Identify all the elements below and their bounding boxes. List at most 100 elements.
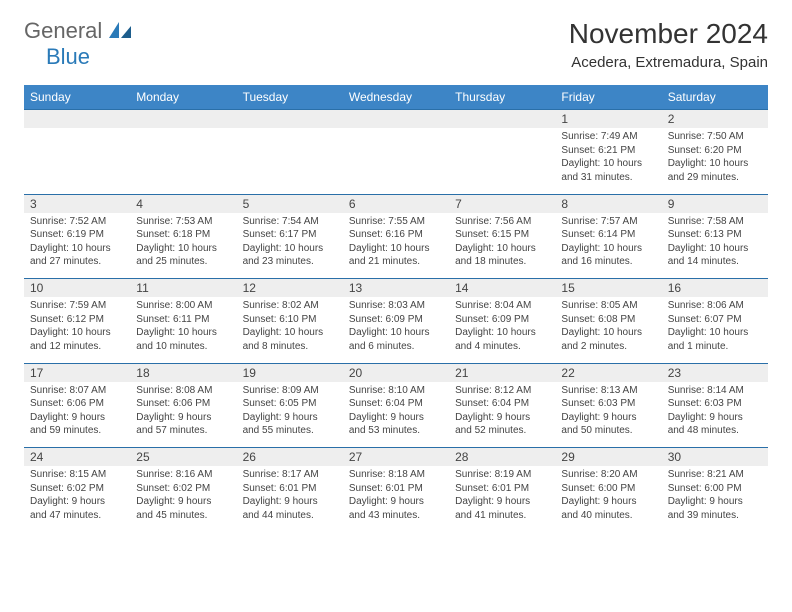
day-detail: Sunrise: 8:13 AM Sunset: 6:03 PM Dayligh… [555, 382, 661, 444]
day-detail: Sunrise: 7:55 AM Sunset: 6:16 PM Dayligh… [343, 213, 449, 275]
weekday-header-row: Sunday Monday Tuesday Wednesday Thursday… [24, 85, 768, 110]
day-number: 13 [343, 279, 449, 297]
day-number [130, 110, 236, 128]
day-detail [343, 128, 449, 182]
day-detail: Sunrise: 8:21 AM Sunset: 6:00 PM Dayligh… [662, 466, 768, 528]
day-detail: Sunrise: 7:52 AM Sunset: 6:19 PM Dayligh… [24, 213, 130, 275]
day-detail: Sunrise: 8:12 AM Sunset: 6:04 PM Dayligh… [449, 382, 555, 444]
day-detail: Sunrise: 8:05 AM Sunset: 6:08 PM Dayligh… [555, 297, 661, 359]
day-detail: Sunrise: 7:49 AM Sunset: 6:21 PM Dayligh… [555, 128, 661, 190]
day-number: 4 [130, 195, 236, 213]
calendar-day-cell: 24Sunrise: 8:15 AM Sunset: 6:02 PM Dayli… [24, 448, 130, 529]
calendar-day-cell: 7Sunrise: 7:56 AM Sunset: 6:15 PM Daylig… [449, 194, 555, 275]
day-number: 16 [662, 279, 768, 297]
day-number: 10 [24, 279, 130, 297]
calendar-day-cell: 14Sunrise: 8:04 AM Sunset: 6:09 PM Dayli… [449, 279, 555, 360]
day-number [343, 110, 449, 128]
day-detail: Sunrise: 7:58 AM Sunset: 6:13 PM Dayligh… [662, 213, 768, 275]
logo-text-wrap: General Blue [24, 18, 131, 70]
day-number [24, 110, 130, 128]
calendar-day-cell: 30Sunrise: 8:21 AM Sunset: 6:00 PM Dayli… [662, 448, 768, 529]
weekday-header: Wednesday [343, 85, 449, 110]
weekday-header: Tuesday [237, 85, 343, 110]
day-number: 30 [662, 448, 768, 466]
day-detail: Sunrise: 8:07 AM Sunset: 6:06 PM Dayligh… [24, 382, 130, 444]
day-detail: Sunrise: 8:14 AM Sunset: 6:03 PM Dayligh… [662, 382, 768, 444]
calendar-day-cell: 25Sunrise: 8:16 AM Sunset: 6:02 PM Dayli… [130, 448, 236, 529]
day-detail: Sunrise: 7:57 AM Sunset: 6:14 PM Dayligh… [555, 213, 661, 275]
day-number: 11 [130, 279, 236, 297]
day-detail: Sunrise: 7:53 AM Sunset: 6:18 PM Dayligh… [130, 213, 236, 275]
logo: General Blue [24, 18, 131, 70]
day-detail: Sunrise: 7:59 AM Sunset: 6:12 PM Dayligh… [24, 297, 130, 359]
calendar-day-cell: 22Sunrise: 8:13 AM Sunset: 6:03 PM Dayli… [555, 363, 661, 444]
day-number: 15 [555, 279, 661, 297]
calendar-day-cell: 13Sunrise: 8:03 AM Sunset: 6:09 PM Dayli… [343, 279, 449, 360]
calendar-day-cell: 6Sunrise: 7:55 AM Sunset: 6:16 PM Daylig… [343, 194, 449, 275]
day-detail: Sunrise: 8:16 AM Sunset: 6:02 PM Dayligh… [130, 466, 236, 528]
month-title: November 2024 [569, 18, 768, 50]
day-number: 24 [24, 448, 130, 466]
day-number: 27 [343, 448, 449, 466]
weekday-header: Friday [555, 85, 661, 110]
day-detail [24, 128, 130, 182]
day-number [449, 110, 555, 128]
calendar-day-cell: 16Sunrise: 8:06 AM Sunset: 6:07 PM Dayli… [662, 279, 768, 360]
location: Acedera, Extremadura, Spain [569, 54, 768, 71]
title-block: November 2024 Acedera, Extremadura, Spai… [569, 18, 768, 71]
calendar-day-cell: 23Sunrise: 8:14 AM Sunset: 6:03 PM Dayli… [662, 363, 768, 444]
day-detail: Sunrise: 8:20 AM Sunset: 6:00 PM Dayligh… [555, 466, 661, 528]
day-number: 14 [449, 279, 555, 297]
calendar-day-cell: 12Sunrise: 8:02 AM Sunset: 6:10 PM Dayli… [237, 279, 343, 360]
day-number [237, 110, 343, 128]
day-detail: Sunrise: 7:54 AM Sunset: 6:17 PM Dayligh… [237, 213, 343, 275]
day-detail: Sunrise: 7:50 AM Sunset: 6:20 PM Dayligh… [662, 128, 768, 190]
day-number: 8 [555, 195, 661, 213]
calendar-day-cell: 10Sunrise: 7:59 AM Sunset: 6:12 PM Dayli… [24, 279, 130, 360]
day-number: 12 [237, 279, 343, 297]
day-number: 22 [555, 364, 661, 382]
calendar-day-cell: 5Sunrise: 7:54 AM Sunset: 6:17 PM Daylig… [237, 194, 343, 275]
day-detail: Sunrise: 8:17 AM Sunset: 6:01 PM Dayligh… [237, 466, 343, 528]
calendar-day-cell [343, 110, 449, 191]
calendar-day-cell [130, 110, 236, 191]
day-detail: Sunrise: 8:15 AM Sunset: 6:02 PM Dayligh… [24, 466, 130, 528]
weekday-header: Thursday [449, 85, 555, 110]
calendar-day-cell: 28Sunrise: 8:19 AM Sunset: 6:01 PM Dayli… [449, 448, 555, 529]
day-detail [449, 128, 555, 182]
day-detail: Sunrise: 7:56 AM Sunset: 6:15 PM Dayligh… [449, 213, 555, 275]
day-detail: Sunrise: 8:06 AM Sunset: 6:07 PM Dayligh… [662, 297, 768, 359]
calendar-day-cell: 17Sunrise: 8:07 AM Sunset: 6:06 PM Dayli… [24, 363, 130, 444]
logo-word2: Blue [46, 44, 90, 69]
calendar-body: 1Sunrise: 7:49 AM Sunset: 6:21 PM Daylig… [24, 110, 768, 529]
calendar-week-row: 17Sunrise: 8:07 AM Sunset: 6:06 PM Dayli… [24, 363, 768, 444]
calendar-day-cell: 19Sunrise: 8:09 AM Sunset: 6:05 PM Dayli… [237, 363, 343, 444]
calendar-day-cell: 21Sunrise: 8:12 AM Sunset: 6:04 PM Dayli… [449, 363, 555, 444]
calendar-week-row: 10Sunrise: 7:59 AM Sunset: 6:12 PM Dayli… [24, 279, 768, 360]
day-number: 29 [555, 448, 661, 466]
day-number: 3 [24, 195, 130, 213]
calendar-day-cell: 11Sunrise: 8:00 AM Sunset: 6:11 PM Dayli… [130, 279, 236, 360]
day-number: 7 [449, 195, 555, 213]
day-detail: Sunrise: 8:18 AM Sunset: 6:01 PM Dayligh… [343, 466, 449, 528]
day-number: 1 [555, 110, 661, 128]
calendar-day-cell: 18Sunrise: 8:08 AM Sunset: 6:06 PM Dayli… [130, 363, 236, 444]
day-detail: Sunrise: 8:09 AM Sunset: 6:05 PM Dayligh… [237, 382, 343, 444]
day-number: 28 [449, 448, 555, 466]
calendar-day-cell: 2Sunrise: 7:50 AM Sunset: 6:20 PM Daylig… [662, 110, 768, 191]
calendar-day-cell [237, 110, 343, 191]
day-detail: Sunrise: 8:00 AM Sunset: 6:11 PM Dayligh… [130, 297, 236, 359]
day-number: 6 [343, 195, 449, 213]
calendar-day-cell: 3Sunrise: 7:52 AM Sunset: 6:19 PM Daylig… [24, 194, 130, 275]
day-number: 25 [130, 448, 236, 466]
calendar-week-row: 1Sunrise: 7:49 AM Sunset: 6:21 PM Daylig… [24, 110, 768, 191]
calendar-week-row: 24Sunrise: 8:15 AM Sunset: 6:02 PM Dayli… [24, 448, 768, 529]
day-detail [237, 128, 343, 182]
weekday-header: Saturday [662, 85, 768, 110]
day-number: 18 [130, 364, 236, 382]
weekday-header: Monday [130, 85, 236, 110]
calendar-day-cell: 20Sunrise: 8:10 AM Sunset: 6:04 PM Dayli… [343, 363, 449, 444]
calendar-day-cell: 15Sunrise: 8:05 AM Sunset: 6:08 PM Dayli… [555, 279, 661, 360]
calendar-day-cell: 8Sunrise: 7:57 AM Sunset: 6:14 PM Daylig… [555, 194, 661, 275]
logo-sail-icon [109, 22, 131, 38]
